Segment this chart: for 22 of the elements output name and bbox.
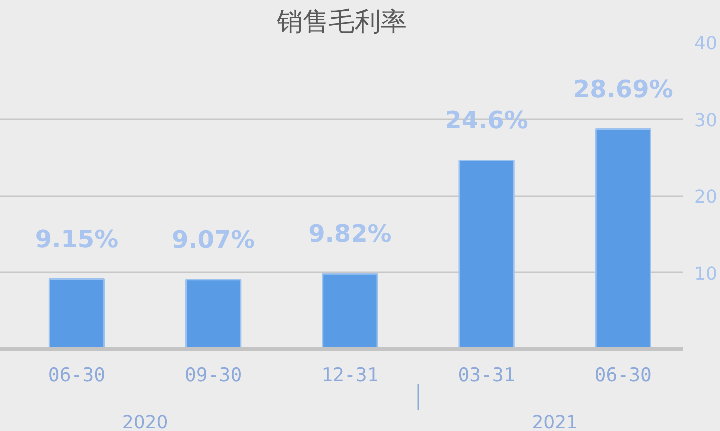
y-tick-label: 20 xyxy=(694,187,718,208)
text: 2021 xyxy=(532,412,578,431)
data-label: 9.15% xyxy=(35,225,119,254)
x-tick-label: 06-30 xyxy=(594,364,652,386)
data-label: 9.07% xyxy=(172,226,256,254)
x-tick-label: 03-31 xyxy=(458,364,516,386)
x-tick-label: 06-30 xyxy=(48,364,106,386)
y-tick-label: 30 xyxy=(694,110,718,132)
data-label: 9.82% xyxy=(308,220,392,248)
x-tick-label: 09-30 xyxy=(185,364,242,386)
data-label: 28.69% xyxy=(573,75,674,104)
bar xyxy=(595,128,652,350)
bar xyxy=(458,160,515,350)
data-label: 24.6% xyxy=(445,106,528,135)
y-tick-label: 40 xyxy=(694,34,718,54)
text: 2020 xyxy=(122,412,168,431)
bar xyxy=(186,279,242,350)
bar xyxy=(48,278,106,350)
x-tick-label: 12-31 xyxy=(322,364,379,386)
bar xyxy=(322,273,378,350)
chart-title: 销售毛利率 xyxy=(276,8,407,38)
y-tick-label: 10 xyxy=(694,264,718,285)
